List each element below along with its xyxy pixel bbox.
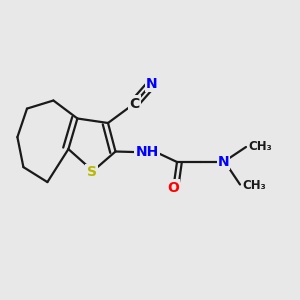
Text: O: O [167, 181, 179, 194]
Text: NH: NH [135, 146, 159, 159]
Text: N: N [146, 77, 157, 91]
Text: N: N [218, 155, 229, 169]
Text: C: C [129, 97, 140, 110]
Text: CH₃: CH₃ [242, 178, 266, 192]
Text: S: S [86, 166, 97, 179]
Text: CH₃: CH₃ [248, 140, 272, 153]
